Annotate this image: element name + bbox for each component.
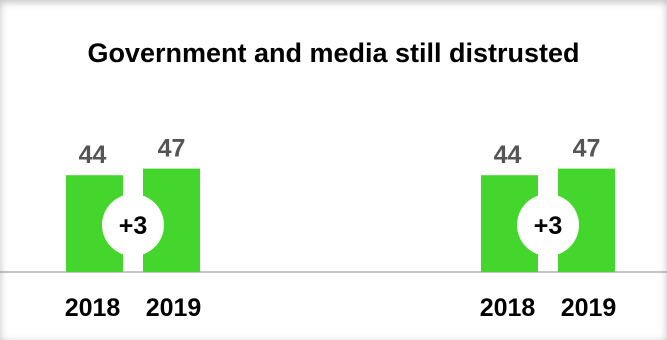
value-label: 47 — [573, 135, 601, 163]
value-label: 44 — [494, 141, 522, 169]
category-label: 2019 — [146, 294, 202, 322]
value-label: 44 — [79, 141, 107, 169]
category-label: 2018 — [65, 294, 121, 322]
change-label: +3 — [119, 212, 148, 240]
change-badge — [102, 194, 164, 256]
chart-title: Government and media still distrusted — [87, 38, 580, 68]
value-label: 47 — [158, 135, 186, 163]
category-label: 2019 — [561, 294, 617, 322]
change-badge — [517, 194, 579, 256]
category-label: 2018 — [480, 294, 536, 322]
change-label: +3 — [534, 212, 563, 240]
